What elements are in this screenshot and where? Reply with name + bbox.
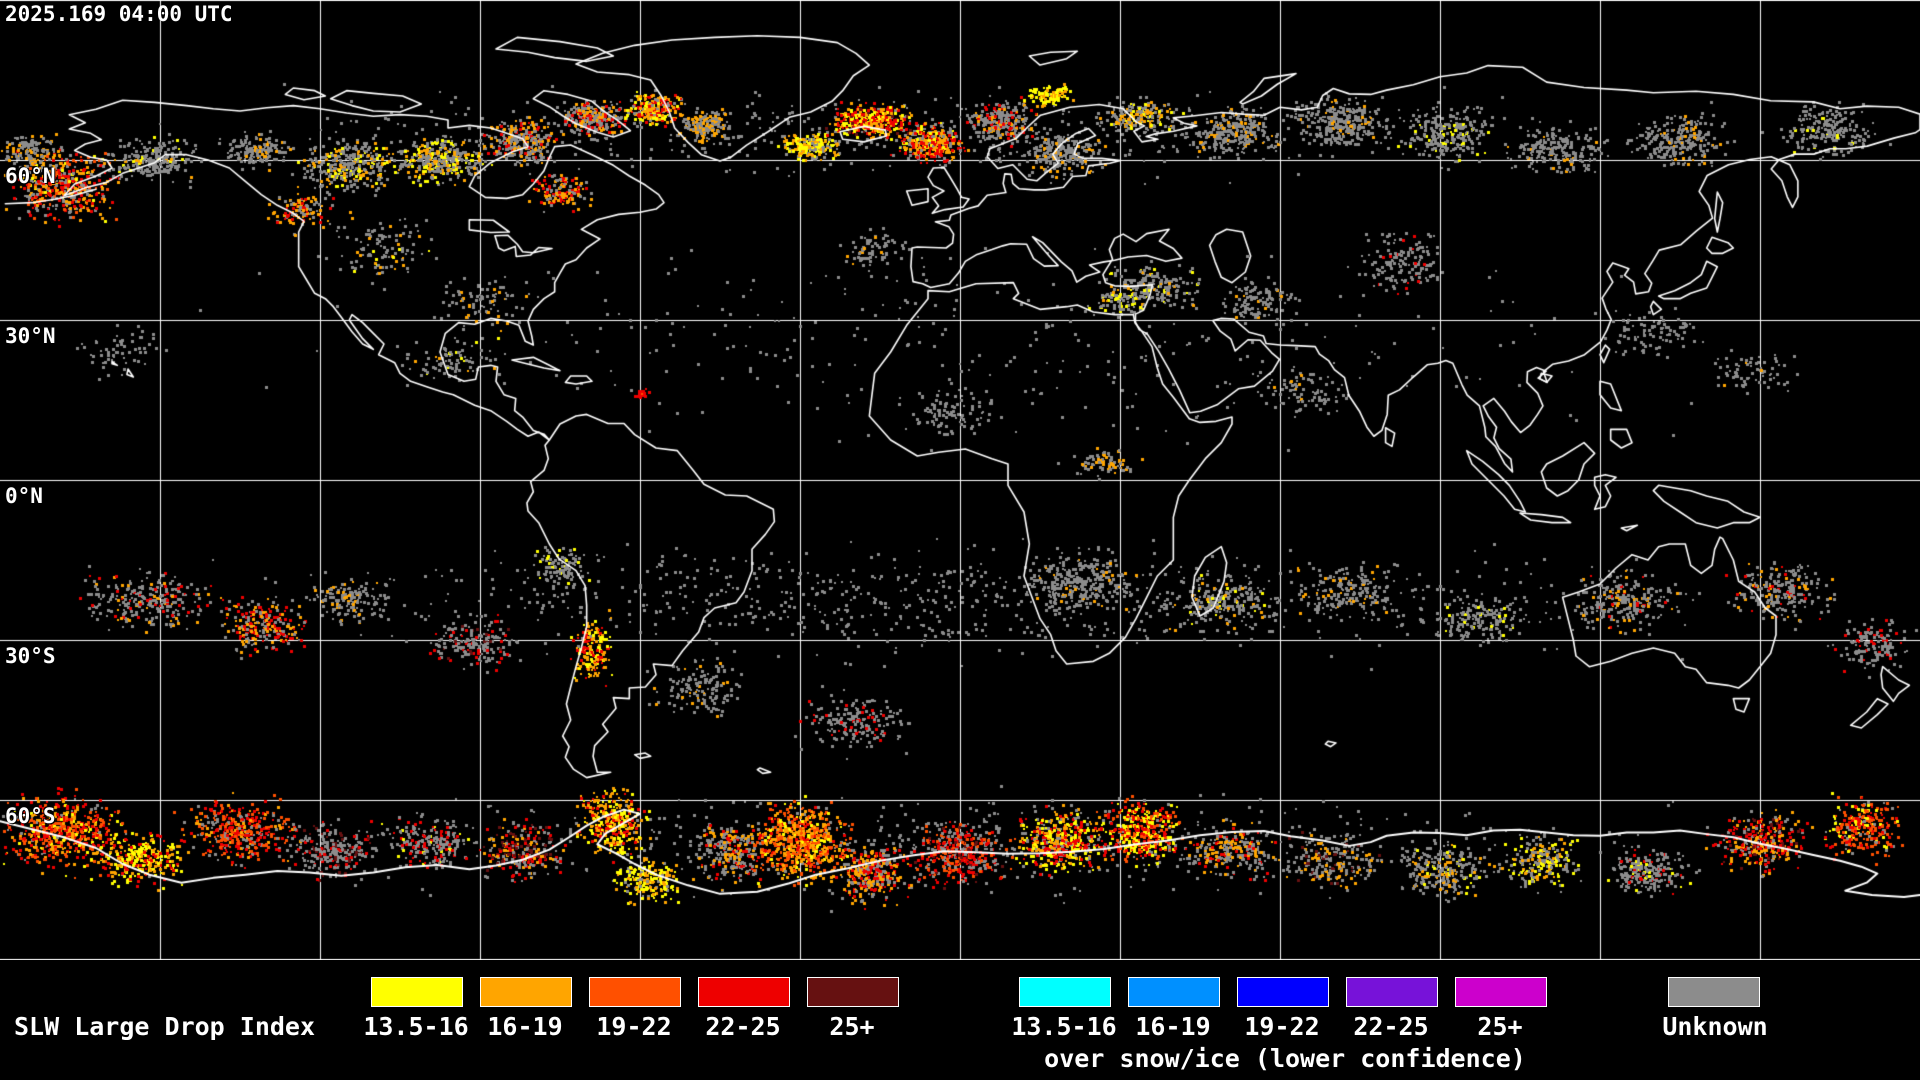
world-map-canvas: [0, 0, 1920, 960]
latitude-label-2: 30°N: [5, 324, 56, 348]
legend-label-slw-1: 16-19: [487, 1012, 563, 1041]
latitude-label-1: 60°N: [5, 164, 56, 188]
legend-swatch-snow-ice-0: [1018, 976, 1112, 1008]
legend-label-slw-3: 22-25: [705, 1012, 781, 1041]
legend-label-snow-ice-0: 13.5-16: [1011, 1012, 1117, 1041]
legend-label-slw-0: 13.5-16: [363, 1012, 469, 1041]
legend-swatch-slw-2: [588, 976, 682, 1008]
legend-swatch-slw-0: [370, 976, 464, 1008]
legend-title: SLW Large Drop Index: [14, 1012, 316, 1041]
latitude-label-4: 30°S: [5, 644, 56, 668]
legend-label-unknown: Unknown: [1662, 1012, 1768, 1041]
legend-label-snow-ice-2: 19-22: [1244, 1012, 1320, 1041]
timestamp-label: 2025.169 04:00 UTC: [5, 2, 233, 26]
legend-swatch-snow-ice-4: [1454, 976, 1548, 1008]
legend-swatch-slw-3: [697, 976, 791, 1008]
legend-swatch-unknown: [1667, 976, 1761, 1008]
legend-swatch-snow-ice-2: [1236, 976, 1330, 1008]
legend-label-snow-ice-3: 22-25: [1353, 1012, 1429, 1041]
legend-swatch-snow-ice-3: [1345, 976, 1439, 1008]
legend-label-slw-2: 19-22: [596, 1012, 672, 1041]
latitude-label-5: 60°S: [5, 804, 56, 828]
legend: SLW Large Drop Index 13.5-16 16-19 19-22 22…: [0, 960, 1920, 1080]
legend-swatch-snow-ice-1: [1127, 976, 1221, 1008]
legend-label-snow-ice-1: 16-19: [1135, 1012, 1211, 1041]
legend-label-slw-4: 25+: [829, 1012, 875, 1041]
legend-swatch-slw-1: [479, 976, 573, 1008]
legend-swatch-slw-4: [806, 976, 900, 1008]
legend-label-snow-ice-4: 25+: [1477, 1012, 1523, 1041]
legend-subtitle: over snow/ice (lower confidence): [1044, 1044, 1526, 1073]
latitude-label-3: 0°N: [5, 484, 43, 508]
